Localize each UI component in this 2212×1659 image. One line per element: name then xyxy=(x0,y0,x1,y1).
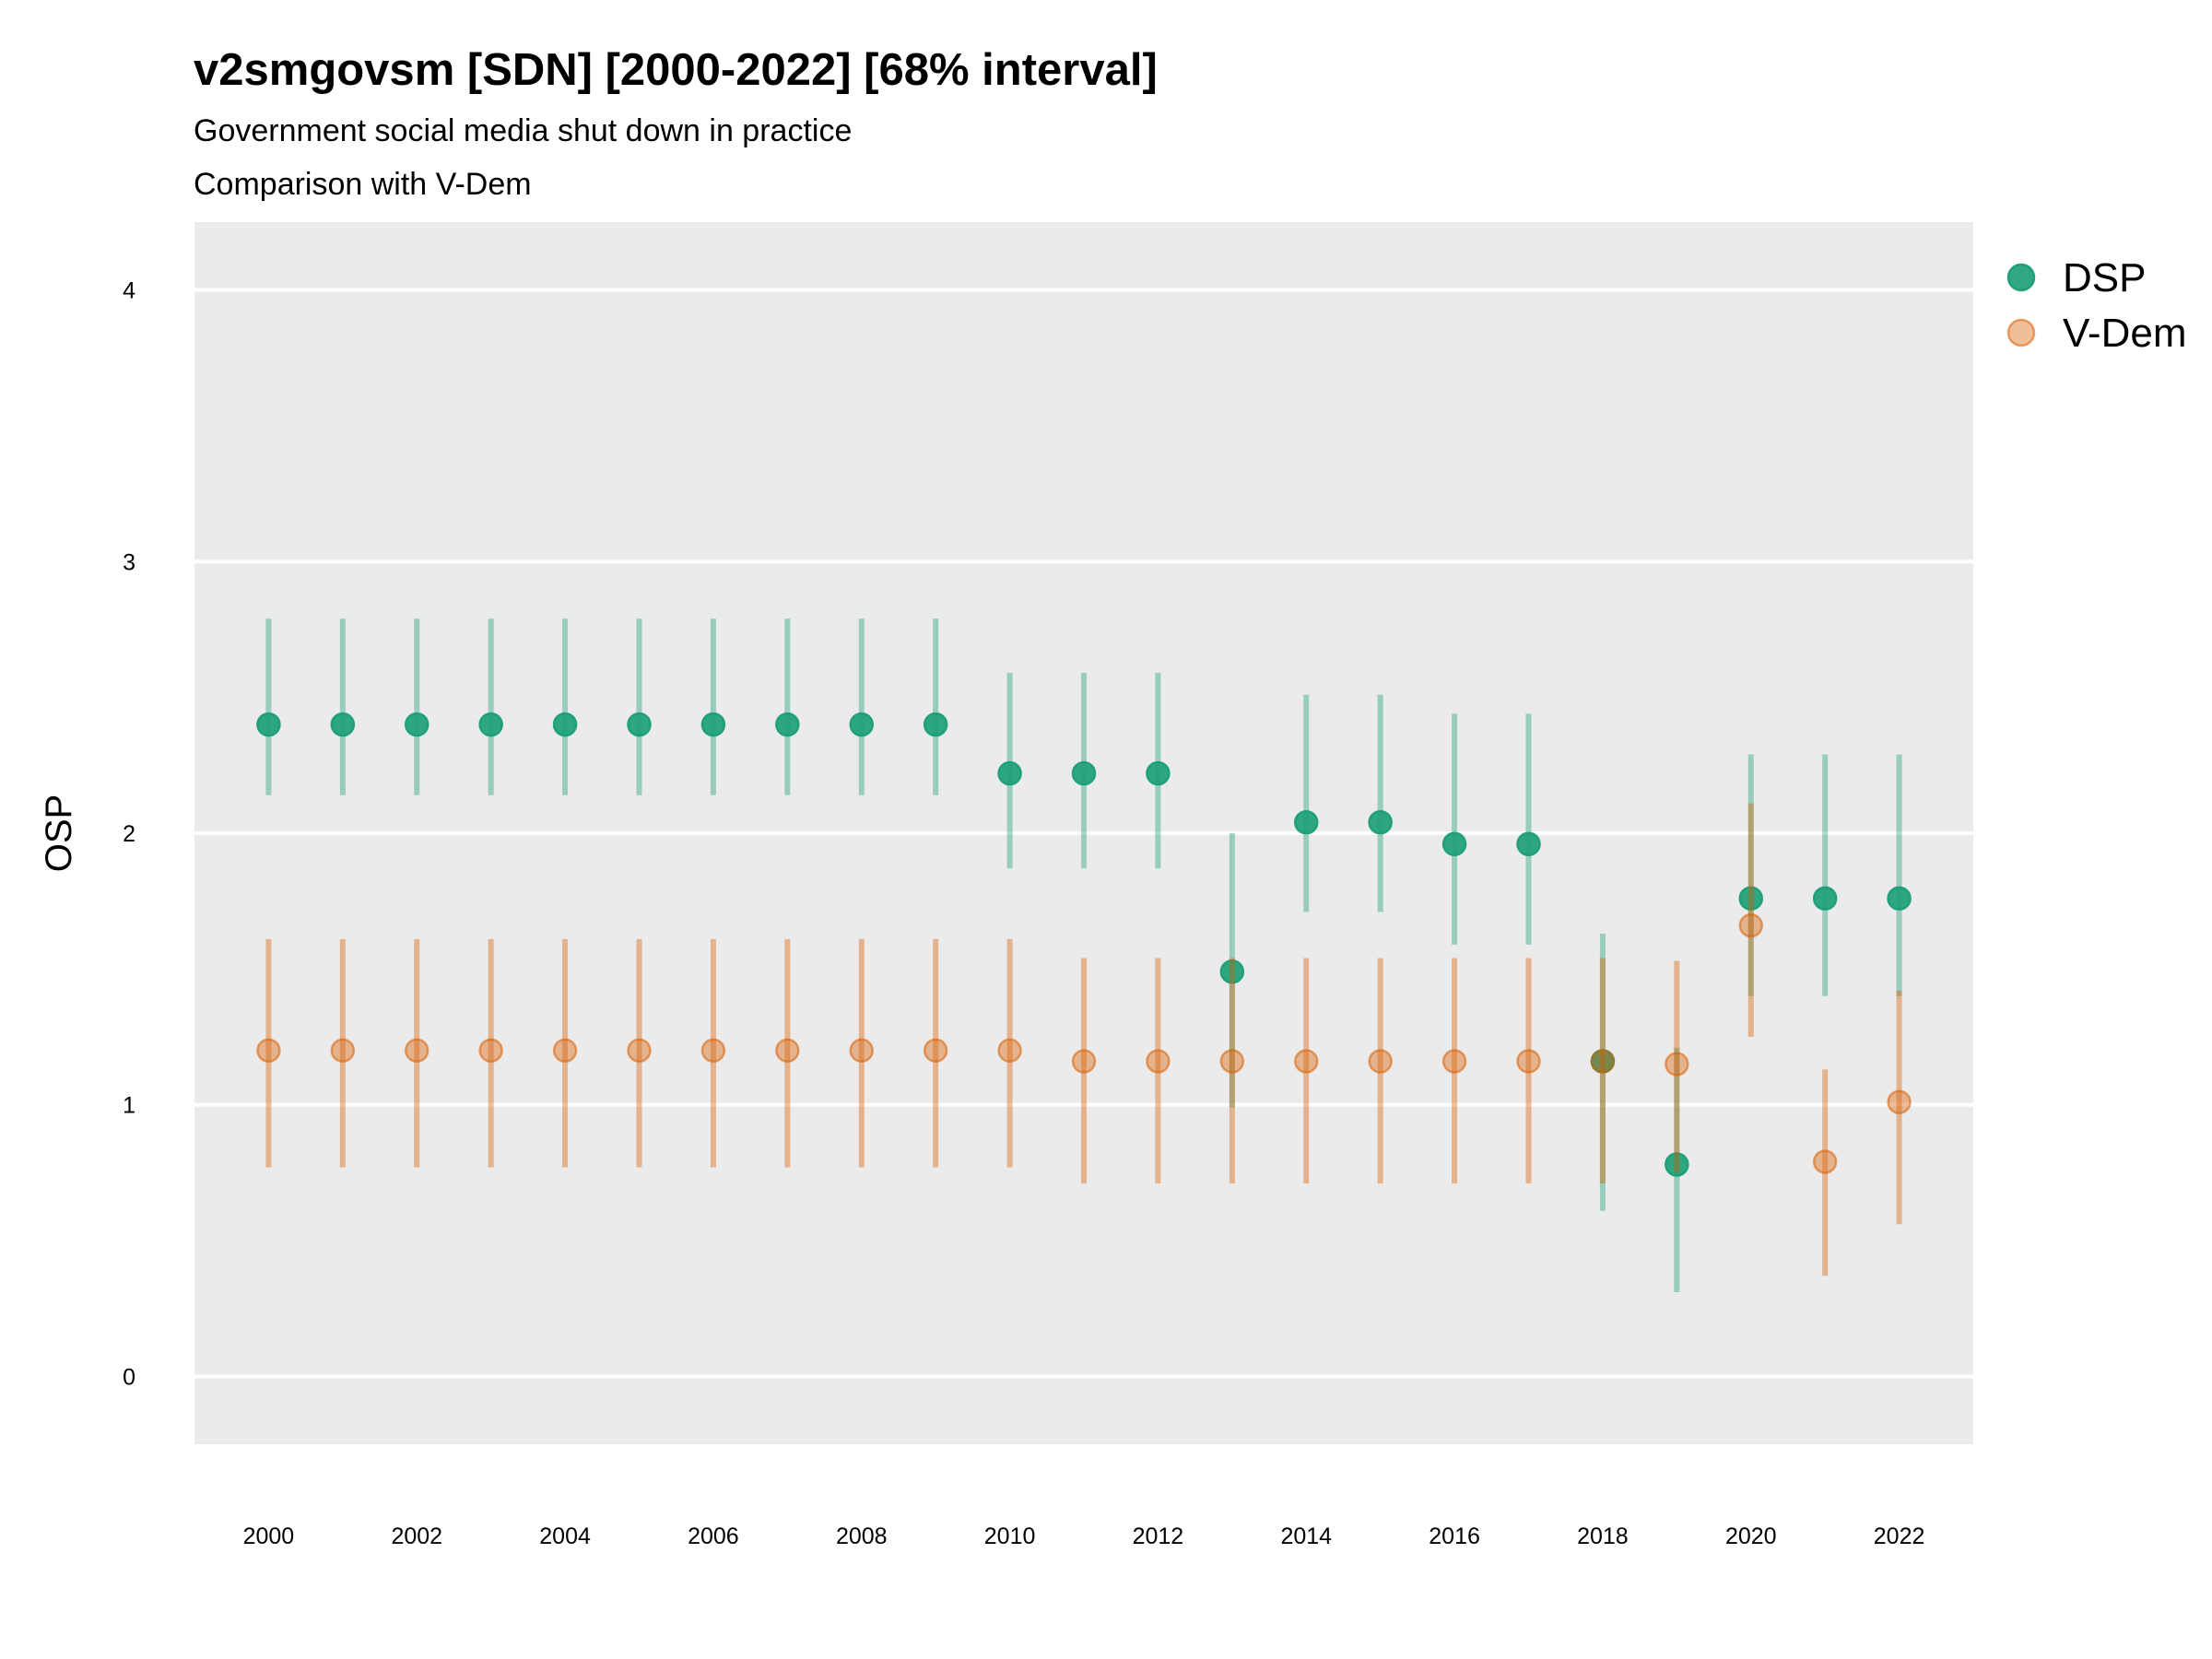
y-tick-label-2: 2 xyxy=(123,821,135,847)
point-v-dem-2015 xyxy=(1368,1049,1393,1074)
x-tick-label-2014: 2014 xyxy=(1280,1524,1332,1549)
series-v-dem xyxy=(256,803,1912,1277)
x-tick-label-2020: 2020 xyxy=(1725,1524,1777,1549)
point-v-dem-2004 xyxy=(552,1038,578,1063)
point-dsp-2011 xyxy=(1071,760,1097,786)
x-tick-label-2004: 2004 xyxy=(539,1524,591,1549)
point-v-dem-2019 xyxy=(1665,1052,1689,1077)
data-marks xyxy=(256,618,1912,1292)
point-v-dem-2003 xyxy=(478,1038,503,1063)
point-v-dem-2017 xyxy=(1516,1049,1541,1074)
series-dsp xyxy=(256,618,1912,1292)
point-v-dem-2001 xyxy=(330,1038,356,1063)
point-dsp-2001 xyxy=(330,712,356,737)
y-axis-ticks: 0 1 2 3 4 xyxy=(123,278,135,1391)
point-dsp-2004 xyxy=(552,712,578,737)
y-tick-label-4: 4 xyxy=(123,278,135,304)
point-dsp-2015 xyxy=(1368,809,1393,835)
point-v-dem-2000 xyxy=(256,1038,281,1063)
point-dsp-2021 xyxy=(1812,886,1838,911)
y-tick-label-3: 3 xyxy=(123,549,135,575)
point-dsp-2012 xyxy=(1146,760,1171,786)
point-v-dem-2021 xyxy=(1812,1149,1838,1174)
point-dsp-2022 xyxy=(1887,886,1912,911)
x-tick-label-2012: 2012 xyxy=(1133,1524,1184,1549)
point-v-dem-2005 xyxy=(627,1038,652,1063)
legend-marker-v-dem xyxy=(2006,318,2036,347)
point-dsp-2016 xyxy=(1441,831,1467,857)
chart-subtitle-line-2: Comparison with V-Dem xyxy=(194,167,532,202)
point-dsp-2010 xyxy=(997,760,1022,786)
point-v-dem-2014 xyxy=(1294,1049,1319,1074)
gridlines xyxy=(194,288,1973,1379)
point-v-dem-2008 xyxy=(849,1038,874,1063)
point-v-dem-2020 xyxy=(1738,912,1763,938)
point-dsp-2006 xyxy=(700,712,726,737)
legend-label-v-dem: V-Dem xyxy=(2063,311,2186,356)
point-dsp-2008 xyxy=(849,712,874,737)
point-v-dem-2013 xyxy=(1219,1049,1245,1074)
x-tick-label-2016: 2016 xyxy=(1429,1524,1480,1549)
point-v-dem-2009 xyxy=(923,1038,948,1063)
point-v-dem-2011 xyxy=(1071,1049,1097,1074)
point-dsp-2017 xyxy=(1516,831,1541,857)
point-v-dem-2006 xyxy=(700,1038,726,1063)
point-dsp-2013 xyxy=(1219,959,1245,984)
chart-title: v2smgovsm [SDN] [2000-2022] [68% interva… xyxy=(194,45,1158,95)
point-dsp-2020 xyxy=(1738,886,1763,911)
x-tick-label-2000: 2000 xyxy=(243,1524,295,1549)
point-v-dem-2002 xyxy=(405,1038,429,1063)
y-tick-label-1: 1 xyxy=(123,1093,135,1119)
x-tick-label-2010: 2010 xyxy=(984,1524,1036,1549)
point-dsp-2003 xyxy=(478,712,503,737)
legend-label-dsp: DSP xyxy=(2063,255,2146,300)
point-dsp-2002 xyxy=(405,712,429,737)
point-v-dem-2018 xyxy=(1590,1049,1616,1074)
point-v-dem-2022 xyxy=(1887,1089,1912,1114)
point-v-dem-2016 xyxy=(1441,1049,1467,1074)
point-dsp-2019 xyxy=(1665,1152,1689,1177)
y-axis-title: OSP xyxy=(39,794,79,872)
y-tick-label-0: 0 xyxy=(123,1364,135,1390)
legend-marker-dsp xyxy=(2006,263,2036,292)
point-dsp-2005 xyxy=(627,712,652,737)
point-v-dem-2007 xyxy=(775,1038,800,1063)
x-tick-label-2006: 2006 xyxy=(688,1524,739,1549)
legend: DSP V-Dem xyxy=(2006,255,2186,356)
chart-subtitle-line-1: Government social media shut down in pra… xyxy=(194,113,852,148)
point-v-dem-2012 xyxy=(1146,1049,1171,1074)
point-dsp-2014 xyxy=(1294,809,1319,835)
point-v-dem-2010 xyxy=(997,1038,1022,1063)
point-dsp-2007 xyxy=(775,712,800,737)
point-dsp-2009 xyxy=(923,712,948,737)
x-tick-label-2018: 2018 xyxy=(1577,1524,1629,1549)
x-tick-label-2022: 2022 xyxy=(1874,1524,1925,1549)
x-tick-label-2008: 2008 xyxy=(836,1524,888,1549)
x-tick-label-2002: 2002 xyxy=(391,1524,442,1549)
x-axis-ticks: 2000 2002 2004 2006 2008 2010 2012 2014 2016 2018… xyxy=(243,1524,1925,1549)
point-dsp-2000 xyxy=(256,712,281,737)
